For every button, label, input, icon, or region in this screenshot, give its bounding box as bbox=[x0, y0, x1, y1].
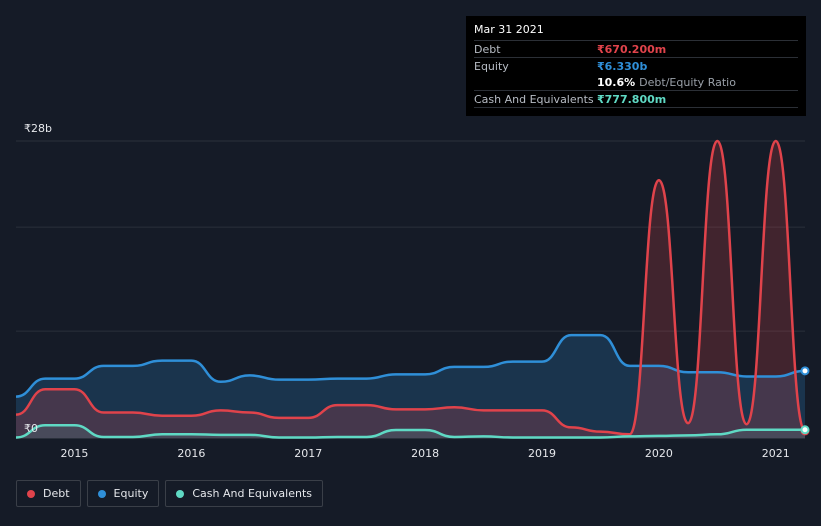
grid-lines bbox=[16, 140, 805, 439]
tooltip-label: Debt bbox=[474, 42, 501, 56]
x-tick-label: 2017 bbox=[294, 447, 322, 460]
tooltip-value: ₹670.200m bbox=[597, 42, 667, 56]
end-markers bbox=[800, 366, 810, 436]
x-axis-ticks: 2015 2016 2017 2018 2019 2020 2021 bbox=[60, 447, 789, 460]
tooltip-row-cash: Cash And Equivalents ₹777.800m bbox=[474, 90, 798, 107]
legend: Debt Equity Cash And Equivalents bbox=[16, 480, 329, 507]
legend-item-debt[interactable]: Debt bbox=[16, 480, 81, 507]
legend-item-equity[interactable]: Equity bbox=[86, 480, 160, 507]
tooltip-label: Equity bbox=[474, 59, 509, 73]
tooltip-bottom-rule bbox=[474, 107, 798, 124]
tooltip-label: Cash And Equivalents bbox=[474, 92, 594, 106]
x-tick-label: 2015 bbox=[60, 447, 88, 460]
x-tick-label: 2021 bbox=[762, 447, 790, 460]
tooltip-value: ₹777.800m bbox=[597, 92, 667, 106]
tooltip-row-debt: Debt ₹670.200m bbox=[474, 40, 798, 57]
tooltip-row-ratio: 10.6% Debt/Equity Ratio bbox=[474, 74, 798, 90]
tooltip-value: 10.6% bbox=[597, 75, 636, 89]
x-tick-label: 2016 bbox=[177, 447, 205, 460]
tooltip-row-equity: Equity ₹6.330b bbox=[474, 57, 798, 74]
cash-end-point bbox=[800, 425, 810, 435]
tooltip-panel: Mar 31 2021 Debt ₹670.200m Equity ₹6.330… bbox=[466, 16, 806, 116]
legend-label: Cash And Equivalents bbox=[192, 487, 312, 500]
x-tick-label: 2019 bbox=[528, 447, 556, 460]
tooltip-value: ₹6.330b bbox=[597, 59, 648, 73]
debt-line bbox=[15, 139, 807, 436]
cash-line bbox=[15, 424, 806, 439]
x-tick-label: 2020 bbox=[645, 447, 673, 460]
series-lines bbox=[15, 139, 807, 439]
series-areas bbox=[16, 141, 805, 438]
legend-item-cash[interactable]: Cash And Equivalents bbox=[165, 480, 323, 507]
y-axis-max-label: ₹28b bbox=[24, 122, 52, 135]
tooltip-sub-label: Debt/Equity Ratio bbox=[639, 75, 736, 89]
legend-dot-icon bbox=[27, 489, 35, 498]
y-axis-min-label: ₹0 bbox=[24, 422, 38, 435]
legend-dot-icon bbox=[97, 489, 106, 498]
legend-label: Debt bbox=[43, 487, 70, 500]
equity-line bbox=[15, 333, 806, 398]
tooltip-date: Mar 31 2021 bbox=[474, 23, 544, 36]
legend-label: Equity bbox=[113, 487, 149, 500]
equity-end-point bbox=[800, 366, 810, 376]
debt-area bbox=[16, 141, 805, 438]
legend-dot-icon bbox=[176, 489, 185, 498]
x-tick-label: 2018 bbox=[411, 447, 439, 460]
